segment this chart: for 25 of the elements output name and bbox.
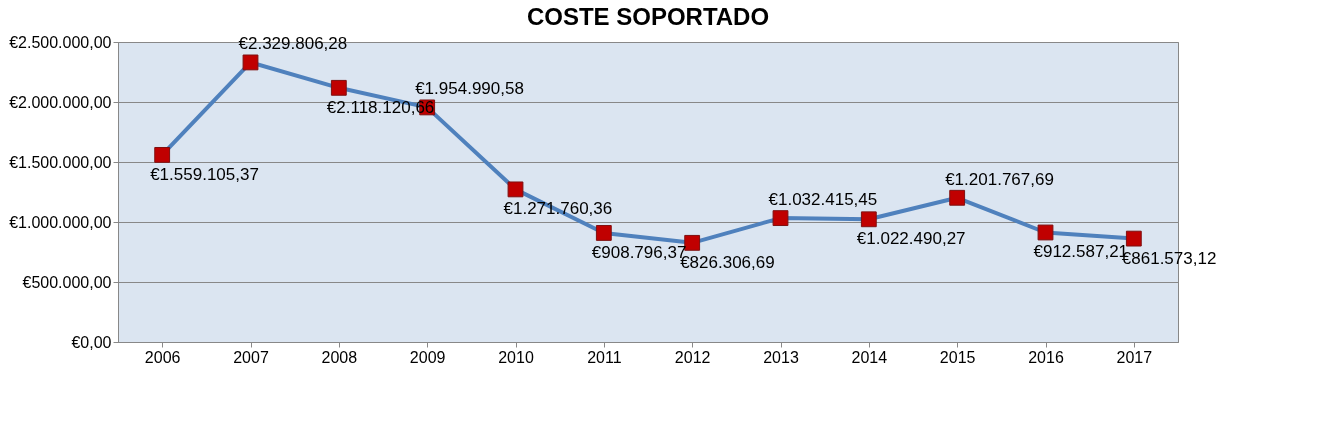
y-tick-label: €2.500.000,00	[9, 33, 112, 51]
x-tick-label: 2007	[233, 348, 269, 366]
x-tick-label: 2013	[763, 348, 799, 366]
x-tick-label: 2010	[498, 348, 534, 366]
data-label: €1.201.767,69	[945, 169, 1054, 189]
y-tick-label: €1.000.000,00	[9, 213, 112, 231]
chart-title: COSTE SOPORTADO	[526, 3, 770, 30]
data-label: €2.329.806,28	[238, 34, 348, 54]
y-tick-label: €1.500.000,00	[9, 153, 112, 171]
x-tick-label: 2014	[851, 348, 888, 366]
data-label: €1.559.105,37	[150, 164, 259, 184]
y-tick-label: €0,00	[71, 333, 112, 351]
x-tick-label: 2016	[1028, 348, 1064, 366]
x-tick-label: 2009	[409, 348, 446, 366]
y-tick-label: €2.000.000,00	[9, 93, 112, 111]
data-label: €1.022.490,27	[856, 229, 966, 249]
y-tick-label: €500.000,00	[22, 273, 112, 291]
x-tick-label: 2015	[939, 348, 976, 366]
x-tick-label: 2008	[321, 348, 358, 366]
x-tick-label: 2017	[1116, 348, 1153, 366]
x-tick-label: 2006	[144, 348, 181, 366]
data-label: €1.032.415,45	[768, 190, 878, 210]
data-label: €1.954.990,58	[415, 79, 524, 99]
x-tick-label: 2012	[674, 348, 711, 366]
x-tick-label: 2011	[587, 348, 622, 366]
